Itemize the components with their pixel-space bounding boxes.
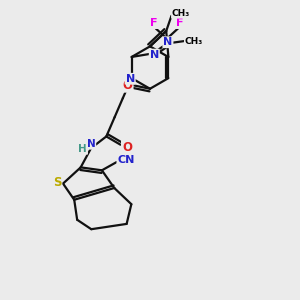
Text: F: F	[151, 18, 158, 28]
Text: N: N	[150, 50, 159, 60]
Text: S: S	[53, 176, 62, 190]
Text: CH₃: CH₃	[185, 37, 203, 46]
Text: CH₃: CH₃	[172, 9, 190, 18]
Text: H: H	[78, 144, 87, 154]
Text: N: N	[125, 74, 135, 84]
Text: O: O	[122, 141, 132, 154]
Text: N: N	[163, 37, 172, 47]
Text: N: N	[87, 139, 95, 149]
Text: CN: CN	[117, 155, 135, 165]
Text: F: F	[176, 18, 183, 28]
Text: O: O	[123, 79, 133, 92]
